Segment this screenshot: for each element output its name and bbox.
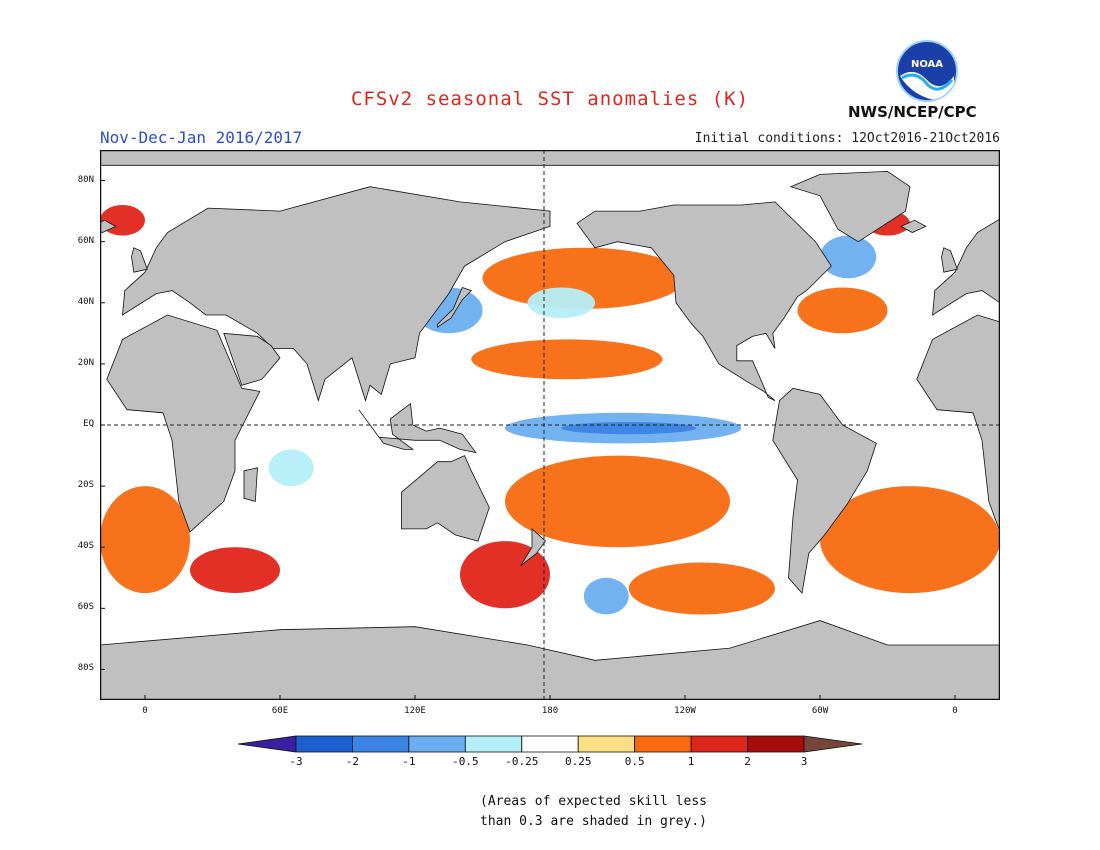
colorbar-label: 1 bbox=[687, 755, 695, 768]
anomaly-region bbox=[820, 486, 1000, 594]
anomaly-region bbox=[797, 287, 888, 334]
colorbar-swatch bbox=[408, 735, 466, 753]
sst-anomaly-map bbox=[100, 150, 1000, 700]
skill-note-line-1: (Areas of expected skill less bbox=[480, 794, 707, 809]
lat-label: 20S bbox=[77, 480, 94, 491]
australia-landmass bbox=[401, 455, 490, 542]
arctic-landmass bbox=[100, 150, 1000, 166]
lat-label: EQ bbox=[83, 419, 94, 429]
colorbar-label: -2 bbox=[345, 755, 360, 768]
indonesia-landmass bbox=[358, 402, 477, 454]
lat-label: 40N bbox=[77, 296, 94, 307]
colorbar-label: -3 bbox=[289, 755, 303, 768]
colorbar-swatch bbox=[521, 735, 579, 753]
lon-label: 60W bbox=[811, 706, 829, 716]
lat-label: 80N bbox=[77, 174, 94, 185]
colorbar-swatch bbox=[352, 735, 410, 753]
eurasia-landmass bbox=[122, 186, 551, 402]
lon-label: 120E bbox=[404, 706, 426, 716]
skill-note-line-2: than 0.3 are shaded in grey.) bbox=[480, 814, 707, 829]
colorbar bbox=[238, 735, 862, 753]
anomaly-region bbox=[100, 486, 190, 594]
north-america-landmass bbox=[576, 201, 832, 401]
lon-label: 0 bbox=[142, 706, 148, 716]
eurasia-landmass-wrap bbox=[932, 218, 1000, 316]
colorbar-label: 2 bbox=[744, 755, 751, 768]
anomaly-region bbox=[482, 247, 686, 309]
map-title: CFSv2 seasonal SST anomalies (K) bbox=[350, 88, 750, 110]
colorbar-swatch bbox=[577, 735, 636, 753]
land-masses bbox=[100, 150, 1000, 700]
forecast-period: Nov-Dec-Jan 2016/2017 bbox=[100, 128, 303, 147]
anomaly-region bbox=[561, 422, 697, 435]
britain-landmass bbox=[131, 247, 148, 273]
colorbar-label: 0.25 bbox=[564, 755, 592, 768]
anomaly-region bbox=[190, 547, 280, 593]
anomaly-region bbox=[820, 235, 877, 279]
initial-conditions: Initial conditions: 12Oct2016-21Oct2016 bbox=[694, 131, 1000, 146]
lon-label: 120W bbox=[674, 706, 696, 716]
map-ticks bbox=[100, 180, 956, 700]
colorbar-label: 0.5 bbox=[624, 755, 645, 768]
colorbar-swatch bbox=[690, 735, 748, 753]
colorbar-label: -0.5 bbox=[452, 755, 479, 768]
colorbar-low-triangle bbox=[238, 735, 297, 753]
lat-label: 80S bbox=[77, 663, 94, 674]
lon-label: 180 bbox=[541, 706, 559, 716]
anomaly-region bbox=[628, 562, 776, 615]
anomaly-region bbox=[268, 449, 314, 487]
colorbar-swatch bbox=[747, 735, 805, 753]
noaa-logo-icon: NOAA bbox=[896, 40, 958, 102]
greenland-landmass bbox=[789, 170, 911, 243]
colorbar-swatch bbox=[464, 735, 523, 753]
britain-landmass-wrap bbox=[941, 247, 958, 273]
iceland-landmass-wrap bbox=[900, 219, 927, 233]
colorbar-label: -1 bbox=[402, 755, 416, 768]
arabia-landmass bbox=[223, 332, 281, 386]
colorbar-high-triangle bbox=[803, 735, 862, 753]
logo-text: NOAA bbox=[911, 59, 943, 70]
lat-label: 40S bbox=[77, 541, 94, 552]
anomaly-region bbox=[527, 287, 596, 319]
colorbar-label: 3 bbox=[800, 755, 808, 768]
anomaly-region bbox=[471, 339, 663, 380]
anomaly-field bbox=[100, 205, 1000, 615]
lat-label: 60N bbox=[77, 235, 94, 246]
south-america-landmass bbox=[772, 387, 877, 594]
agency-name: NWS/NCEP/CPC bbox=[848, 103, 977, 121]
lon-label: 0 bbox=[952, 706, 958, 716]
new-zealand-landmass bbox=[520, 527, 547, 566]
colorbar-swatch bbox=[295, 735, 353, 753]
anomaly-region bbox=[583, 577, 629, 615]
antarctica-landmass bbox=[100, 620, 1000, 700]
skill-note: (Areas of expected skill less than 0.3 a… bbox=[400, 792, 840, 832]
colorbar-label: -0.25 bbox=[505, 755, 539, 768]
lon-label: 60E bbox=[271, 706, 289, 716]
africa-landmass bbox=[106, 314, 261, 533]
lat-label: 60S bbox=[77, 602, 94, 613]
iceland-landmass bbox=[100, 219, 117, 233]
japan-landmass bbox=[437, 286, 473, 328]
colorbar-swatch bbox=[634, 735, 692, 753]
anomaly-region bbox=[100, 205, 145, 236]
anomaly-region bbox=[505, 455, 730, 548]
madagascar-landmass bbox=[243, 467, 258, 502]
lat-label: 20N bbox=[77, 357, 94, 368]
africa-landmass-wrap bbox=[916, 314, 1000, 533]
